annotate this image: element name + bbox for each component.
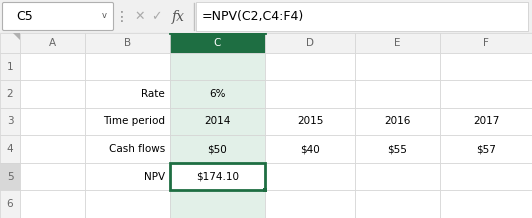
Bar: [0, 108, 20, 135]
Text: ⋮: ⋮: [115, 10, 129, 24]
Bar: [440, 80, 532, 108]
Bar: [170, 190, 265, 218]
Bar: [0, 33, 20, 53]
Bar: [263, 188, 267, 192]
Bar: [355, 163, 440, 190]
Text: 2014: 2014: [204, 116, 231, 126]
Bar: [85, 108, 170, 135]
Bar: [0, 190, 20, 218]
Bar: [265, 135, 355, 163]
Bar: [170, 33, 265, 53]
Text: D: D: [306, 38, 314, 48]
Bar: [440, 163, 532, 190]
Bar: [170, 135, 265, 163]
Text: 2017: 2017: [473, 116, 499, 126]
Bar: [85, 190, 170, 218]
Text: 6: 6: [7, 199, 13, 209]
Text: 2015: 2015: [297, 116, 323, 126]
Bar: [440, 108, 532, 135]
Bar: [85, 33, 170, 53]
Bar: [355, 33, 440, 53]
Text: $57: $57: [476, 144, 496, 154]
Text: B: B: [124, 38, 131, 48]
Text: 2: 2: [7, 89, 13, 99]
Bar: [355, 80, 440, 108]
Bar: [355, 190, 440, 218]
Bar: [355, 135, 440, 163]
Bar: [170, 53, 265, 80]
Text: $40: $40: [300, 144, 320, 154]
Text: Rate: Rate: [142, 89, 165, 99]
Bar: [265, 108, 355, 135]
Bar: [265, 53, 355, 80]
Bar: [265, 80, 355, 108]
Bar: [85, 135, 170, 163]
Text: C5: C5: [16, 10, 33, 23]
Text: v: v: [102, 11, 106, 20]
Bar: [440, 190, 532, 218]
Bar: [170, 163, 265, 190]
Text: =NPV(C2,C4:F4): =NPV(C2,C4:F4): [202, 10, 304, 23]
Bar: [440, 135, 532, 163]
Text: 6%: 6%: [209, 89, 226, 99]
Bar: [85, 163, 170, 190]
Text: $174.10: $174.10: [196, 172, 239, 182]
FancyBboxPatch shape: [3, 2, 113, 31]
Bar: [20, 163, 85, 190]
Bar: [0, 53, 20, 80]
Text: 5: 5: [7, 172, 13, 182]
Bar: [85, 53, 170, 80]
Polygon shape: [13, 33, 20, 40]
Text: $55: $55: [388, 144, 408, 154]
Bar: [85, 80, 170, 108]
Text: Cash flows: Cash flows: [109, 144, 165, 154]
Bar: [265, 190, 355, 218]
Text: fx: fx: [171, 10, 185, 24]
Bar: [20, 108, 85, 135]
Bar: [265, 33, 355, 53]
Bar: [0, 135, 20, 163]
Bar: [355, 53, 440, 80]
Text: $50: $50: [207, 144, 227, 154]
Text: NPV: NPV: [144, 172, 165, 182]
Bar: [20, 190, 85, 218]
Text: C: C: [214, 38, 221, 48]
Bar: [0, 163, 20, 190]
Bar: [355, 108, 440, 135]
Bar: [0, 80, 20, 108]
Text: 2016: 2016: [384, 116, 411, 126]
Text: 4: 4: [7, 144, 13, 154]
Bar: [196, 2, 528, 31]
Bar: [20, 135, 85, 163]
Text: 1: 1: [7, 61, 13, 72]
Bar: [170, 108, 265, 135]
Text: $174.10: $174.10: [196, 172, 239, 182]
Text: 3: 3: [7, 116, 13, 126]
Text: ✓: ✓: [151, 10, 161, 23]
Text: A: A: [49, 38, 56, 48]
Text: F: F: [483, 38, 489, 48]
Bar: [20, 80, 85, 108]
Text: E: E: [394, 38, 401, 48]
Bar: [170, 80, 265, 108]
Bar: [20, 53, 85, 80]
Bar: [440, 53, 532, 80]
Text: ✕: ✕: [135, 10, 145, 23]
Bar: [170, 163, 265, 190]
Bar: [20, 33, 85, 53]
Text: Time period: Time period: [103, 116, 165, 126]
Bar: [440, 33, 532, 53]
Bar: [265, 163, 355, 190]
